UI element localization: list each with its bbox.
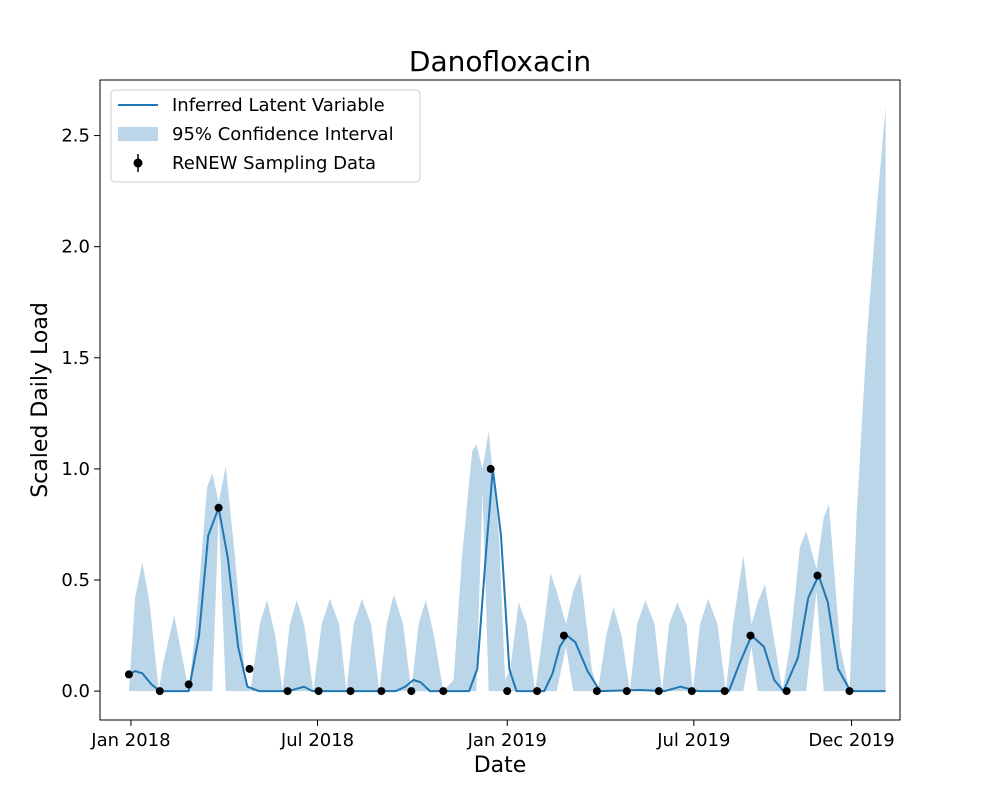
sampling-point xyxy=(592,687,601,696)
sampling-point xyxy=(654,687,663,696)
sampling-point xyxy=(503,687,512,696)
y-tick-label: 2.5 xyxy=(61,126,90,147)
x-tick-label: Jan 2019 xyxy=(467,730,547,751)
y-axis: 0.0 0.5 1.0 1.5 2.0 2.5 xyxy=(61,126,100,702)
legend-box xyxy=(110,89,421,183)
sampling-point xyxy=(845,687,854,696)
legend-label-confidence: 95% Confidence Interval xyxy=(172,124,394,145)
plot-frame xyxy=(99,79,901,721)
x-tick-label: Dec 2019 xyxy=(808,730,894,751)
x-axis: Jan 2018 Jul 2018 Jan 2019 Jul 2019 Dec 2019 xyxy=(90,720,895,751)
legend: Inferred Latent Variable 95% Confidence … xyxy=(110,89,421,183)
sampling-point xyxy=(533,687,542,696)
sampling-point xyxy=(377,687,386,696)
y-tick-label: 0.0 xyxy=(61,681,90,702)
sampling-point xyxy=(559,631,568,640)
sampling-point xyxy=(314,687,323,696)
x-tick-label: Jan 2018 xyxy=(90,730,170,751)
legend-label-latent: Inferred Latent Variable xyxy=(172,95,385,116)
x-tick-label: Jul 2018 xyxy=(280,730,354,751)
chart-title: Danofloxacin xyxy=(409,45,591,78)
legend-point-swatch xyxy=(133,158,143,168)
sampling-point xyxy=(184,680,193,689)
sampling-point xyxy=(439,687,448,696)
x-tick-label: Jul 2019 xyxy=(656,730,730,751)
sampling-point xyxy=(214,503,223,512)
sampling-point xyxy=(155,687,164,696)
plot-area xyxy=(99,79,901,721)
legend-label-sampling: ReNEW Sampling Data xyxy=(172,153,376,174)
sampling-point xyxy=(813,571,822,580)
sampling-point xyxy=(124,670,133,679)
y-tick-label: 0.5 xyxy=(61,570,90,591)
sampling-points-layer xyxy=(124,464,854,696)
y-axis-title: Scaled Daily Load xyxy=(28,302,53,498)
sampling-point xyxy=(486,464,495,473)
y-tick-label: 1.0 xyxy=(61,459,90,480)
x-axis-title: Date xyxy=(474,753,527,778)
sampling-point xyxy=(720,687,729,696)
sampling-point xyxy=(346,687,355,696)
y-tick-label: 1.5 xyxy=(61,348,90,369)
latent-line-layer xyxy=(128,467,886,693)
sampling-point xyxy=(622,687,631,696)
sampling-point xyxy=(283,687,292,696)
sampling-point xyxy=(782,687,791,696)
latent-variable-line xyxy=(128,467,886,693)
confidence-band-layer xyxy=(128,106,886,692)
legend-band-swatch xyxy=(118,127,158,141)
sampling-point xyxy=(746,631,755,640)
sampling-point xyxy=(245,664,254,673)
sampling-point xyxy=(687,687,696,696)
confidence-band xyxy=(128,106,886,692)
sampling-point xyxy=(407,687,416,696)
y-tick-label: 2.0 xyxy=(61,237,90,258)
